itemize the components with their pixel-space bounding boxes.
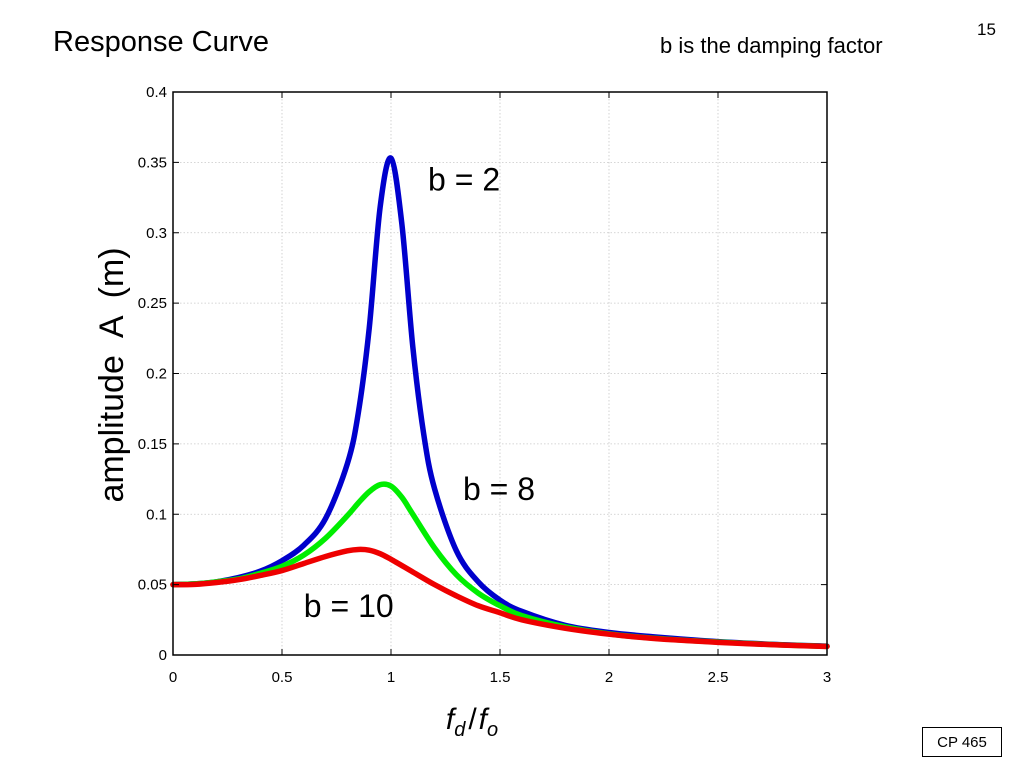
x-axis-label-sub2: o [487, 719, 498, 741]
x-axis-label-slash: / [468, 703, 477, 736]
x-tick-label: 1.5 [490, 669, 511, 686]
series-annotation-label: b = 10 [304, 588, 394, 624]
chart-series [170, 155, 830, 650]
y-tick-label: 0.3 [146, 225, 167, 242]
y-tick-label: 0 [159, 647, 167, 664]
y-tick-label: 0.05 [138, 577, 167, 594]
y-axis-label: amplitude A (m) [93, 247, 131, 502]
x-axis-label: fd/fo [446, 703, 498, 741]
y-tick-label: 0.1 [146, 506, 167, 523]
series-annotation-label: b = 8 [463, 471, 535, 507]
series-line-b10 [170, 546, 830, 650]
x-tick-label: 3 [823, 669, 831, 686]
x-axis-label-f1: f [446, 703, 457, 736]
x-tick-label: 1 [387, 669, 395, 686]
chart-annotations: b = 2 b = 8 b = 10 [304, 162, 535, 624]
x-axis-label-f2: f [479, 703, 490, 736]
x-tick-label: 0.5 [272, 669, 293, 686]
chart-ticks: 0 0.5 1 1.5 2 2.5 3 0 0.05 0.1 0.15 0.2 0.25 0.3 0.35 0… [138, 84, 831, 686]
page-number: 15 [977, 20, 996, 39]
x-tick-label: 0 [169, 669, 177, 686]
slide-title: Response Curve [53, 26, 269, 58]
footer-course-label: CP 465 [922, 727, 1002, 757]
slide-subtitle: b is the damping factor [660, 33, 883, 58]
x-tick-label: 2 [605, 669, 613, 686]
y-tick-label: 0.35 [138, 154, 167, 171]
y-tick-label: 0.4 [146, 84, 167, 101]
x-axis-label-sub1: d [454, 719, 466, 741]
y-tick-label: 0.15 [138, 436, 167, 453]
y-tick-label: 0.25 [138, 295, 167, 312]
y-tick-label: 0.2 [146, 366, 167, 383]
series-annotation-label: b = 2 [428, 162, 500, 198]
x-tick-label: 2.5 [708, 669, 729, 686]
